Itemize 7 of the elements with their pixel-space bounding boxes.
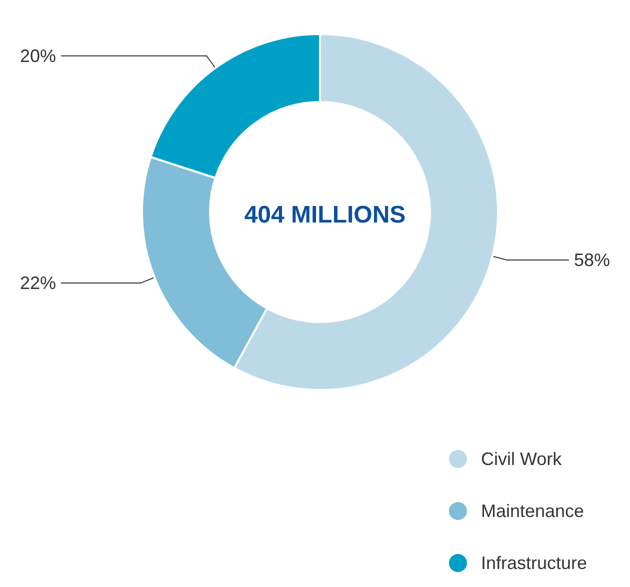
- data-label: 20%: [20, 46, 56, 66]
- data-label: 58%: [574, 250, 610, 270]
- legend-label: Maintenance: [480, 501, 584, 521]
- legend-label: Civil Work: [480, 449, 563, 469]
- legend-label: Infrastructure: [480, 553, 588, 573]
- data-label: 22%: [20, 273, 56, 294]
- text: 404 MILLIONS: [244, 202, 406, 228]
